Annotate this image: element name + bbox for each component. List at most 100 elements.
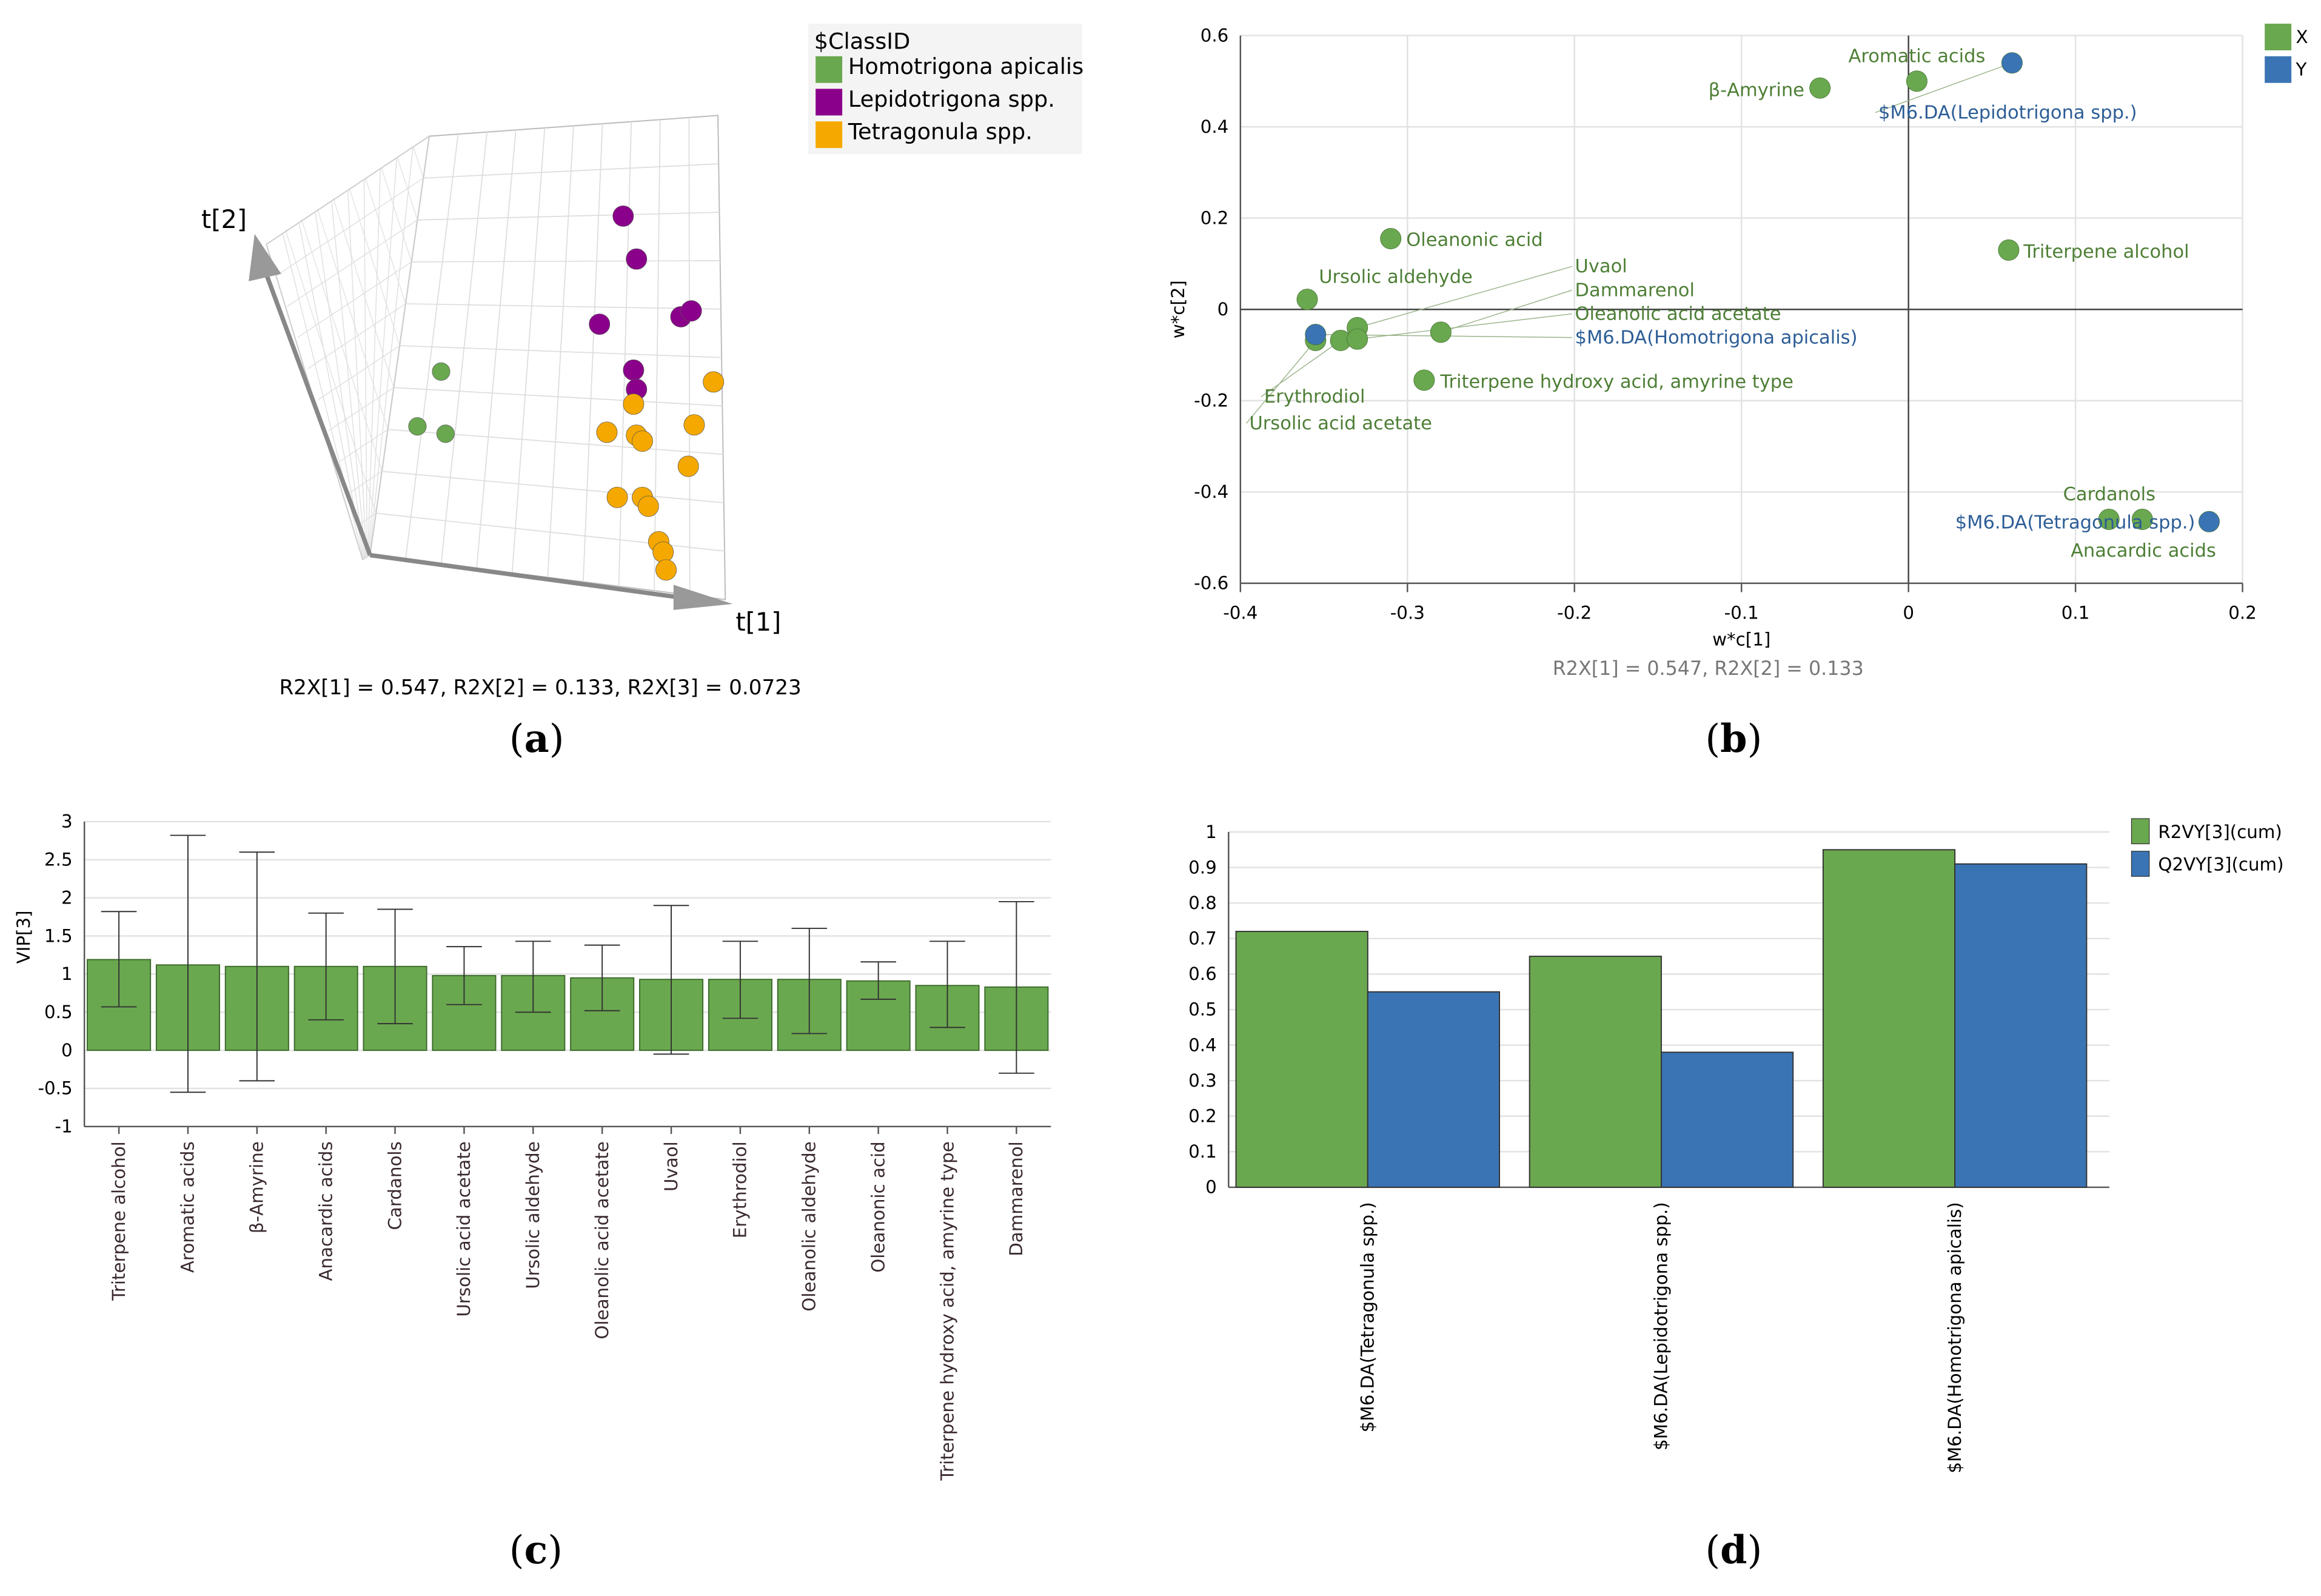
grid-line	[328, 387, 394, 432]
score-point-tetragonula-spp-	[652, 542, 674, 563]
y-tick-label: 1	[61, 964, 73, 984]
x-tick-label: Triterpene hydroxy acid, amyrine type	[937, 1141, 957, 1481]
loading-point-label: $M6.DA(Homotrigona apicalis)	[1575, 327, 1858, 348]
loading-point	[2131, 509, 2153, 530]
y-tick-label: 1.5	[44, 925, 73, 946]
loading-point-label: Triterpene hydroxy acid, amyrine type	[1439, 372, 1794, 393]
legend-swatch	[816, 56, 843, 83]
score-point-tetragonula-spp-	[596, 421, 618, 443]
cube-back-wall	[369, 115, 726, 600]
loading-point-label: Oleanolic acid acetate	[1575, 303, 1781, 324]
x-tick-label: Triterpene alcohol	[109, 1141, 129, 1301]
legend-label: Q2VY[3](cum)	[2158, 854, 2283, 874]
label-leader-line	[1357, 266, 1572, 329]
loading-point-label: Uvaol	[1575, 256, 1627, 277]
panel-d-r2-q2-chart: 0 0.1 0.2 0.3 0.4 0.5 0.6 0.7 0.8 0.9 1 $M6.DA(Tetr…	[1188, 818, 2284, 1474]
score-point-lepidotrigona-spp-	[626, 248, 648, 270]
loading-point-label: β-Amyrine	[1709, 80, 1804, 101]
axis-t2-arrow	[249, 233, 281, 281]
y-tick-label: 0	[61, 1040, 73, 1061]
grid-line	[381, 471, 724, 503]
legend-label: R2VY[3](cum)	[2158, 822, 2282, 842]
axis-t2	[261, 266, 372, 556]
loading-point	[2098, 509, 2120, 530]
loading-point	[1906, 70, 1927, 92]
x-tick-label: 0.1	[2061, 602, 2090, 623]
grid-line	[315, 212, 366, 558]
legend-swatch	[816, 89, 843, 116]
loading-point	[1998, 239, 2020, 261]
y-tick-label: 0.5	[44, 1002, 73, 1022]
y-tick-label: 0	[1217, 299, 1229, 320]
x-tick-label: Aromatic acids	[178, 1141, 198, 1273]
grid-line	[349, 471, 383, 494]
legend-label: Homotrigona apicalis	[848, 53, 1083, 79]
y-tick-label: -0.2	[1194, 391, 1228, 411]
loading-point	[2199, 511, 2220, 532]
x-tick-label: $M6.DA(Lepidotrigona spp.)	[1651, 1202, 1672, 1450]
bar-q2	[1660, 1051, 1794, 1188]
y-tick-label: 0.6	[1188, 964, 1217, 984]
legend-label: Tetragonula spp.	[848, 118, 1033, 144]
x-tick-label: $M6.DA(Homotrigona apicalis)	[1944, 1202, 1965, 1473]
panel-label-a: (a)	[509, 718, 564, 763]
loading-point-label: Anacardic acids	[2071, 540, 2216, 562]
axis-t1-arrow	[673, 585, 733, 610]
y-tick-label: 0.7	[1188, 928, 1217, 949]
grid-line	[331, 201, 366, 558]
grid-line	[347, 190, 367, 558]
y-tick-label: 0.3	[1188, 1070, 1217, 1091]
grid-line	[338, 429, 389, 463]
legend-title: $ClassID	[814, 29, 911, 55]
loading-point	[1413, 369, 1435, 391]
loading-point	[1380, 228, 1402, 250]
y-tick-label: 0.6	[1201, 25, 1229, 45]
x-tick-label: $M6.DA(Tetragonula spp.)	[1358, 1202, 1378, 1432]
y-tick-label: 0.1	[1188, 1141, 1217, 1162]
label-leader-line	[1246, 340, 1316, 424]
y-tick-label: 0	[1205, 1177, 1217, 1198]
x-tick-label: Oleanolic aldehyde	[799, 1141, 820, 1311]
legend-box	[808, 24, 1082, 154]
x-tick-label: β-Amyrine	[247, 1141, 267, 1233]
legend-swatch	[816, 121, 843, 149]
grid-line	[297, 261, 412, 338]
legend-swatch	[2131, 851, 2150, 877]
bar-q2	[1954, 863, 2088, 1188]
score-point-tetragonula-spp-	[683, 414, 705, 436]
y-tick-label: 2	[61, 887, 73, 908]
x-tick-label: Ursolic acid acetate	[454, 1141, 474, 1316]
legend-swatch	[2131, 818, 2150, 845]
score-point-tetragonula-spp-	[623, 394, 645, 415]
y-tick-label: 0.8	[1188, 893, 1217, 913]
score-point-homotrigona-apicalis	[408, 417, 427, 436]
label-leader-line	[1441, 289, 1572, 333]
x-tick-label: Oleanolic acid acetate	[592, 1141, 612, 1339]
loading-point-label: Dammarenol	[1575, 280, 1695, 301]
grid-line	[301, 219, 383, 472]
caption: R2X[1] = 0.547, R2X[2] = 0.133	[1553, 658, 1864, 680]
loading-point	[1347, 328, 1368, 350]
y-tick-label: 0.2	[1201, 207, 1229, 228]
y-tick-label: 0.2	[1188, 1106, 1217, 1127]
cube-side-wall	[266, 135, 430, 561]
legend-label: X	[2296, 27, 2308, 47]
x-tick-label: 0	[1903, 602, 1914, 623]
axis-t1	[369, 552, 696, 602]
loading-point	[1809, 77, 1831, 99]
grid-line	[349, 188, 400, 346]
grid-line	[287, 220, 418, 307]
score-point-tetragonula-spp-	[632, 431, 653, 452]
x-tick-label: Anacardic acids	[315, 1141, 336, 1281]
grid-line	[412, 146, 424, 178]
loading-point-label: Oleanonic acid	[1406, 229, 1543, 250]
grid-line	[583, 124, 603, 582]
y-tick-label: 0.5	[1188, 999, 1217, 1020]
y-tick-label: 0.4	[1188, 1034, 1217, 1055]
loading-point-label: Aromatic acids	[1849, 46, 1986, 67]
x-axis-label: w*c[1]	[1712, 629, 1770, 649]
panel-b-loading-plot: -0.4 -0.3 -0.2 -0.1 0 0.1 0.2 -0.6 -0.4 -0.2 0 0.2 0…	[1168, 24, 2308, 680]
legend-swatch	[2265, 56, 2292, 83]
y-tick-label: 0.4	[1201, 116, 1229, 137]
